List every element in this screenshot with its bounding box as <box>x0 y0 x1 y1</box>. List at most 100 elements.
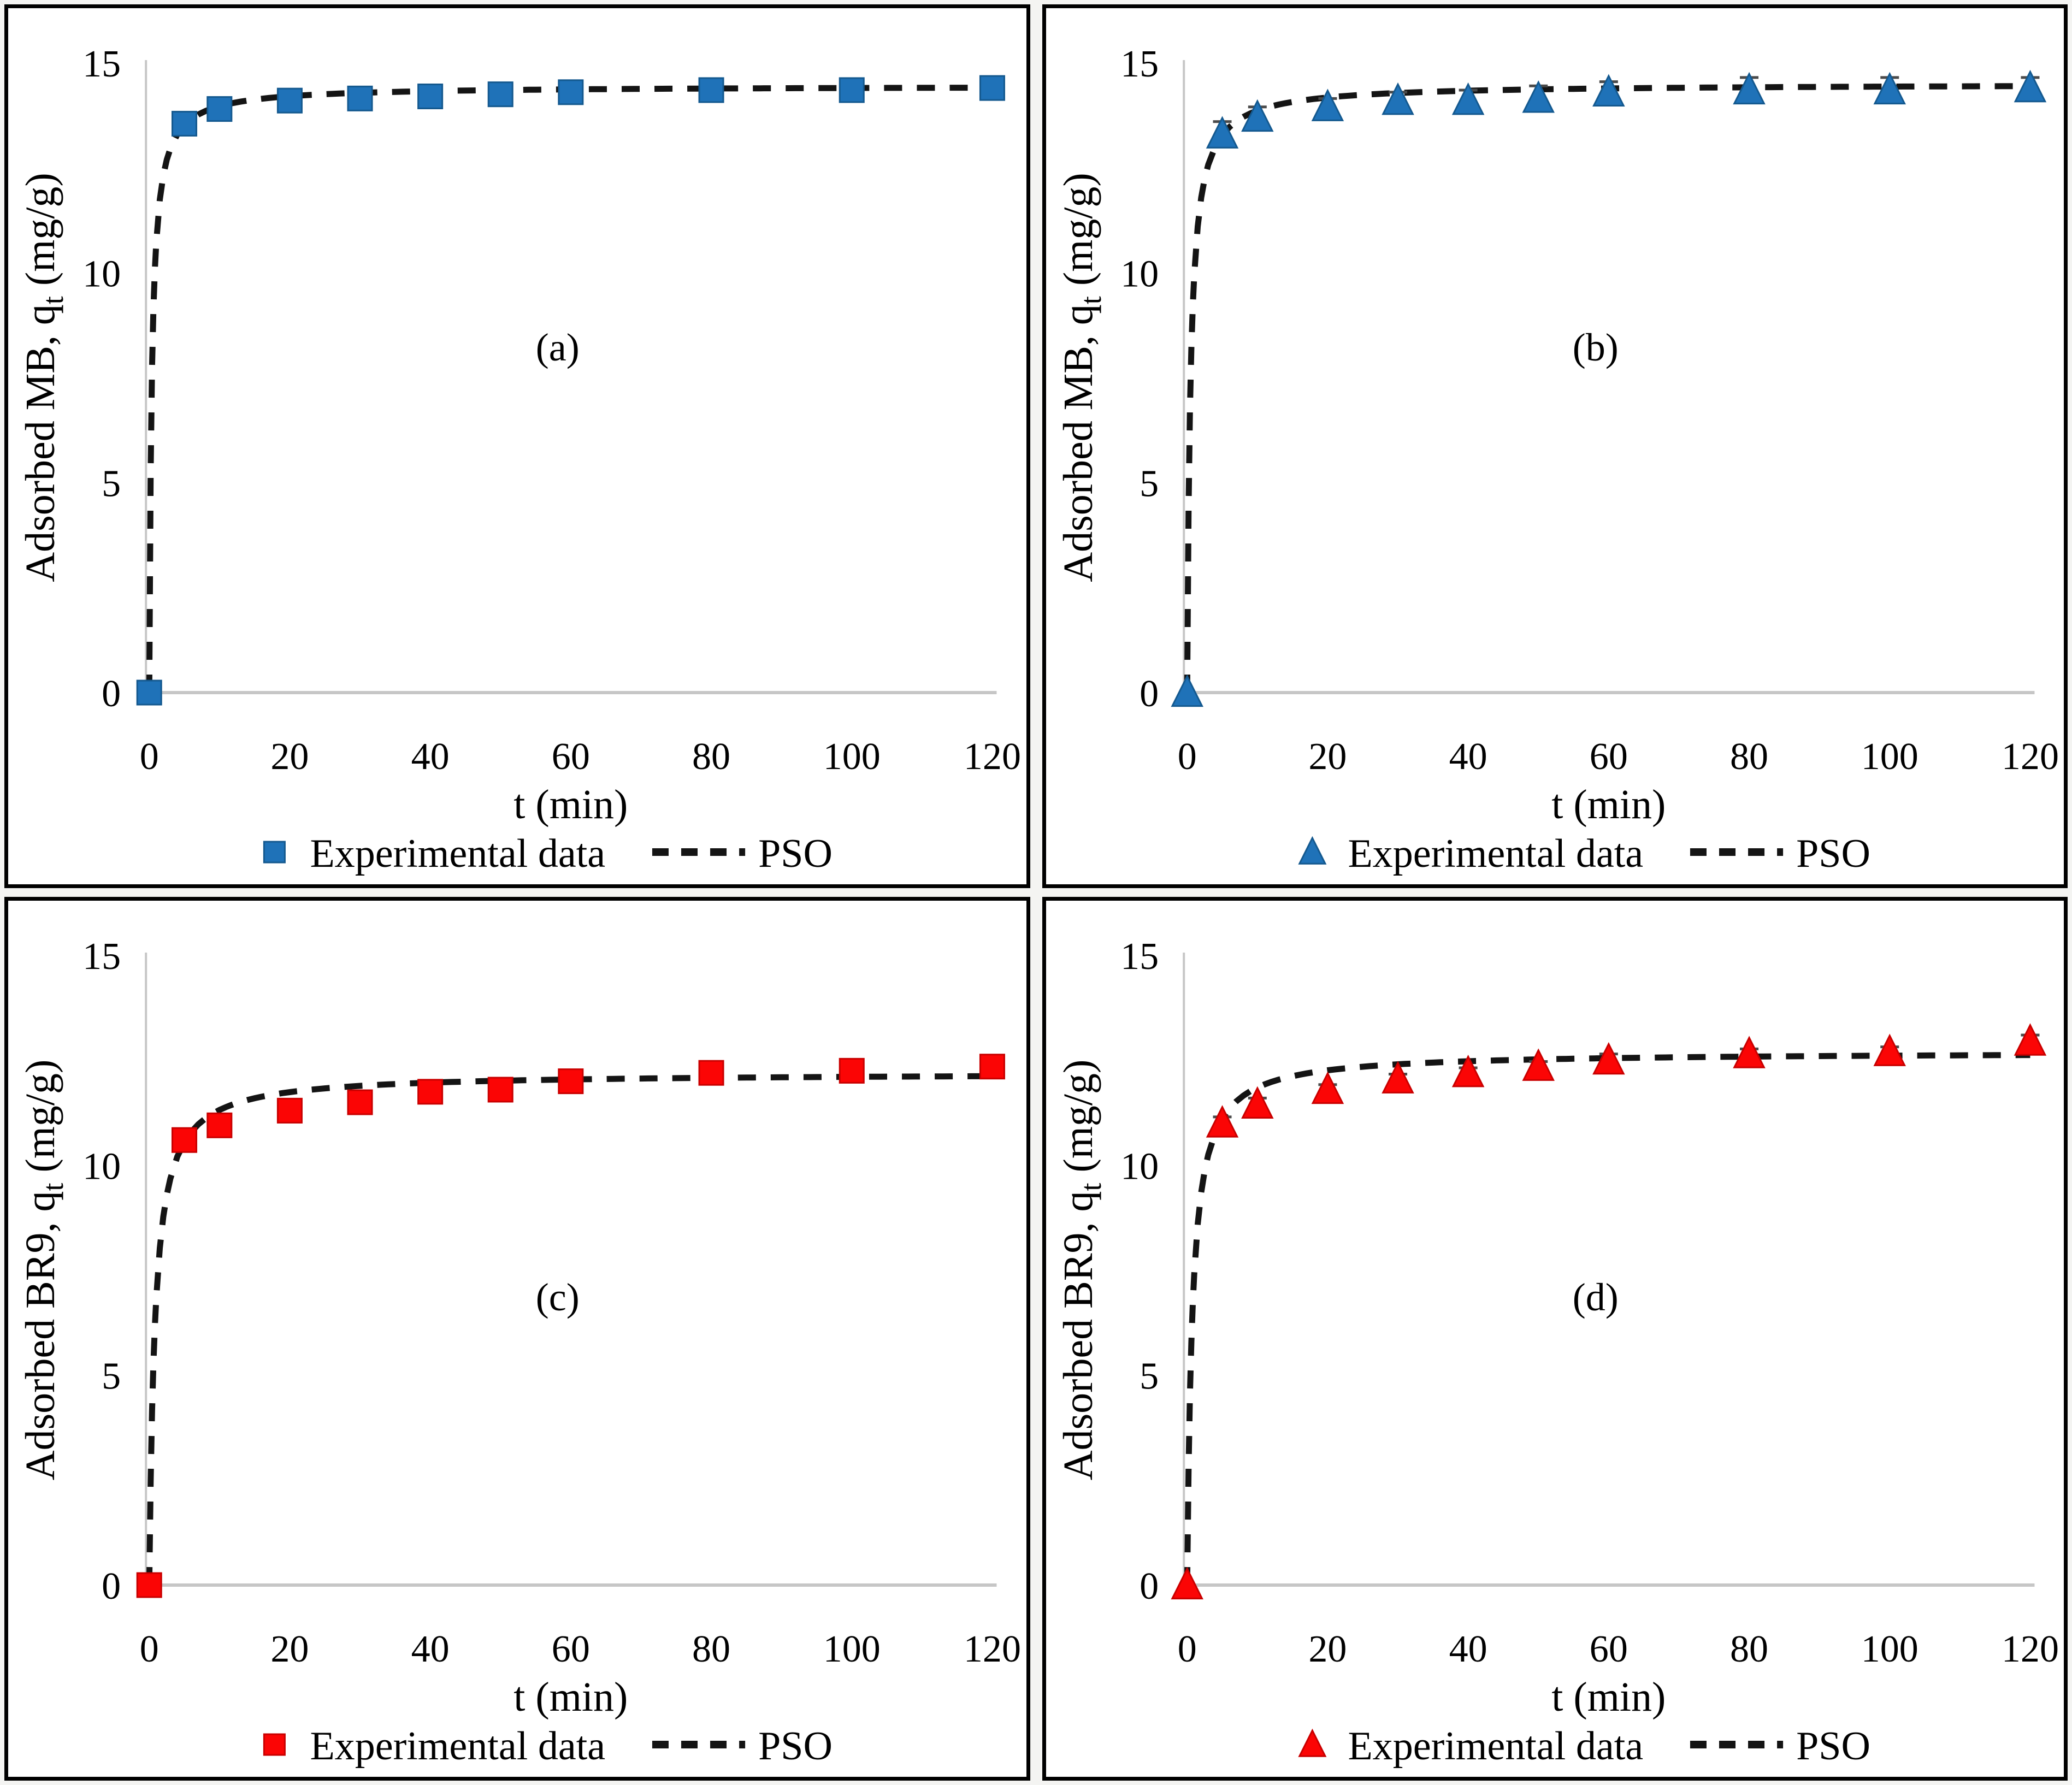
data-point <box>1170 674 1203 707</box>
x-tick-label: 0 <box>1177 736 1196 778</box>
x-tick-label: 60 <box>1589 1628 1627 1670</box>
legend: Experimental data PSO <box>1297 831 1870 876</box>
y-tick-label: 15 <box>1120 936 1159 978</box>
pso-line <box>1184 83 2030 693</box>
data-point <box>1241 99 1274 132</box>
x-tick-label: 120 <box>964 736 1021 778</box>
y-axis-title: Adsorbed MB, qt (mg/g) <box>17 173 69 582</box>
error-bars <box>1212 1033 2039 1131</box>
data-point <box>276 1097 303 1124</box>
pso-line <box>146 85 993 693</box>
legend-marker <box>1297 1728 1326 1757</box>
x-tick-label: 60 <box>552 1628 590 1670</box>
data-point <box>1873 72 1906 105</box>
data-point <box>1521 80 1555 113</box>
data-point <box>1732 72 1766 105</box>
y-axis-title: Adsorbed BR9, qt (mg/g) <box>1055 1060 1107 1481</box>
x-tick-label: 20 <box>1308 1628 1347 1670</box>
x-tick-label: 120 <box>2001 1628 2058 1670</box>
y-axis-title: Adsorbed BR9, qt (mg/g) <box>17 1060 69 1481</box>
data-point <box>1170 1567 1203 1600</box>
pso-line <box>1184 1052 2030 1586</box>
y-tick-label: 5 <box>1140 463 1159 505</box>
y-tick-label: 15 <box>1120 43 1159 85</box>
data-point <box>1311 88 1344 121</box>
panel-c: 0 5 10 15 0 20 40 60 80 100 120 t (min) Adsorbed BR9… <box>4 897 1030 1781</box>
x-tick-label: 80 <box>692 1628 730 1670</box>
x-tick-label: 40 <box>1449 736 1487 778</box>
y-tick-label: 0 <box>102 673 121 715</box>
x-tick-label: 40 <box>1449 1628 1487 1670</box>
y-axis-ticks: 0 5 10 15 <box>82 936 121 1607</box>
chart-a-svg: 0 5 10 15 0 20 40 60 80 100 120 t (min) Adsorbed MB,… <box>17 43 1021 876</box>
y-tick-label: 15 <box>82 43 121 85</box>
data-points <box>136 1054 1005 1598</box>
data-point <box>979 75 1005 101</box>
data-point <box>1592 1042 1625 1075</box>
y-tick-label: 15 <box>82 936 121 978</box>
y-tick-label: 0 <box>102 1565 121 1607</box>
legend-model-label: PSO <box>758 1724 833 1769</box>
data-points <box>1170 69 2046 707</box>
panel-letter: (b) <box>1572 326 1618 369</box>
y-tick-label: 0 <box>1140 1565 1159 1607</box>
x-axis-title: t (min) <box>1551 782 1666 828</box>
data-point <box>1521 1048 1555 1081</box>
data-point <box>1451 82 1484 115</box>
x-tick-label: 100 <box>823 736 881 778</box>
panel-b: 0 5 10 15 0 20 40 60 80 100 120 t (min) Adsorbed MB,… <box>1042 4 2068 888</box>
data-point <box>1241 1086 1274 1119</box>
data-point <box>1206 1105 1238 1138</box>
x-tick-label: 120 <box>964 1628 1021 1670</box>
data-point <box>1451 1054 1484 1087</box>
data-point <box>206 1112 233 1138</box>
data-point <box>1873 1033 1906 1066</box>
panel-letter: (a) <box>536 326 580 369</box>
axes <box>1182 953 2034 1587</box>
y-axis-title: Adsorbed MB, qt (mg/g) <box>1055 173 1107 582</box>
x-tick-label: 0 <box>1177 1628 1196 1670</box>
panel-letter: (d) <box>1572 1275 1618 1319</box>
data-point <box>417 1079 444 1105</box>
x-tick-label: 20 <box>270 736 309 778</box>
x-axis-title: t (min) <box>513 782 628 828</box>
y-tick-label: 5 <box>1140 1356 1159 1398</box>
data-point <box>1206 116 1238 149</box>
legend-marker <box>263 1733 286 1756</box>
data-point <box>347 1089 373 1115</box>
x-axis-ticks: 0 20 40 60 80 100 120 <box>1177 736 2058 778</box>
data-point <box>558 1068 584 1095</box>
data-point <box>171 110 198 137</box>
x-axis-ticks: 0 20 40 60 80 100 120 <box>140 1628 1021 1670</box>
x-tick-label: 80 <box>1730 1628 1768 1670</box>
data-point <box>417 83 444 109</box>
data-point <box>487 1077 513 1103</box>
x-tick-label: 100 <box>1861 736 1918 778</box>
data-point <box>136 1572 162 1598</box>
x-axis-title: t (min) <box>1551 1674 1666 1720</box>
y-tick-label: 10 <box>1120 1145 1159 1187</box>
chart-b-svg: 0 5 10 15 0 20 40 60 80 100 120 t (min) Adsorbed MB,… <box>1055 43 2059 876</box>
data-point <box>1311 1071 1344 1104</box>
legend-experimental-label: Experimental data <box>1348 831 1643 876</box>
panel-d: 0 5 10 15 0 20 40 60 80 100 120 t (min) Adsorbed BR9… <box>1042 897 2068 1781</box>
data-point <box>1732 1036 1766 1068</box>
x-tick-label: 20 <box>1308 736 1347 778</box>
data-point <box>1592 74 1625 107</box>
x-tick-label: 80 <box>692 736 730 778</box>
data-point <box>171 1127 198 1153</box>
x-tick-label: 100 <box>1861 1628 1918 1670</box>
data-point <box>487 81 513 108</box>
y-tick-label: 10 <box>82 1145 121 1187</box>
x-tick-label: 0 <box>140 1628 159 1670</box>
data-point <box>698 77 724 103</box>
data-point <box>347 85 373 111</box>
data-point <box>839 77 865 103</box>
x-tick-label: 40 <box>411 1628 450 1670</box>
y-tick-label: 0 <box>1140 673 1159 715</box>
legend: Experimental data PSO <box>1297 1724 1870 1769</box>
y-axis-ticks: 0 5 10 15 <box>82 43 121 715</box>
x-axis-ticks: 0 20 40 60 80 100 120 <box>140 736 1021 778</box>
axes <box>145 953 997 1587</box>
